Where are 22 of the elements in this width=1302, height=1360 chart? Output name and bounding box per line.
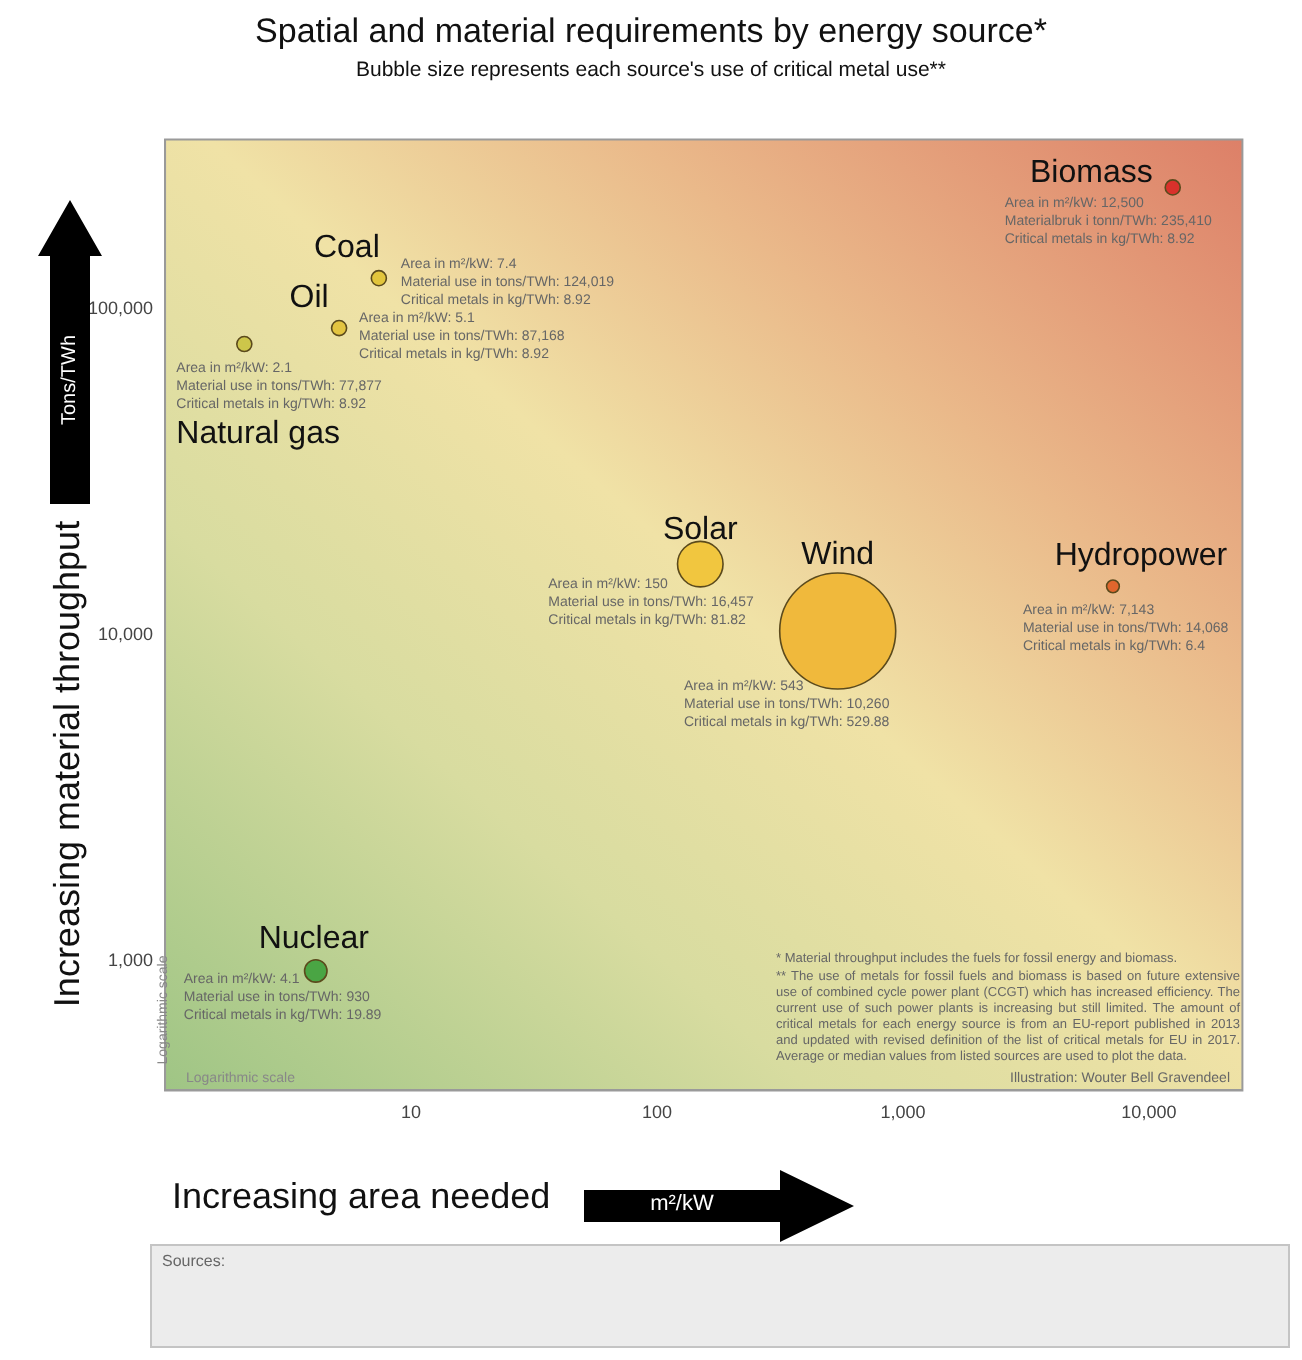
series-label: Coal: [313, 230, 380, 265]
series-label: Wind: [801, 537, 875, 572]
x-tick-label: 100: [641, 1102, 673, 1123]
x-tick-label: 1,000: [880, 1102, 926, 1123]
series-label: Oil: [289, 280, 329, 315]
chart-title: Spatial and material requirements by energy source*: [253, 12, 1049, 52]
y-tick-label: 10,000: [98, 623, 154, 644]
x-tick-label: 10,000: [1121, 1102, 1177, 1123]
text: m²/kW: [648, 1192, 716, 1216]
y-axis-title: Increasing material throughput: [47, 520, 89, 1008]
chart-subtitle: Bubble size represents each source's use of critical metal use**: [354, 58, 948, 82]
y-tick-label: 1,000: [108, 949, 154, 970]
series-label: Biomass: [1030, 156, 1153, 191]
x-tick-label: 10: [401, 1102, 422, 1123]
x-axis-title: Increasing area needed: [172, 1176, 551, 1218]
series-label: Nuclear: [258, 921, 371, 956]
source-note: Sources:: [162, 1252, 226, 1270]
series-label: Solar: [662, 512, 739, 547]
series-label: Hydropower: [1054, 539, 1229, 574]
text: Natural gas: [176, 416, 340, 451]
y-tick-label: 100,000: [87, 297, 154, 318]
text: Tons/TWh: [59, 334, 81, 426]
